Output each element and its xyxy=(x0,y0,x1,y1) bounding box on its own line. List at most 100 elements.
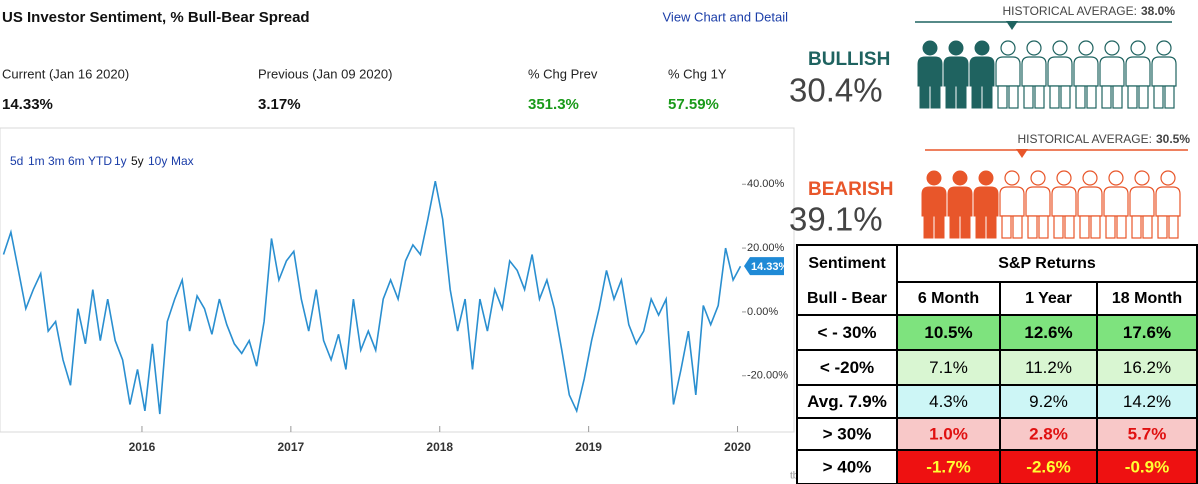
icon-body xyxy=(1099,56,1125,87)
icon-leg xyxy=(960,215,971,239)
icon-head xyxy=(1130,40,1146,56)
icon-leg xyxy=(1101,85,1112,109)
icon-head xyxy=(1134,170,1150,186)
table-cell-text: 4.3% xyxy=(929,392,968,411)
person-icon xyxy=(1155,170,1181,239)
icon-leg xyxy=(971,85,982,109)
icon-leg xyxy=(1038,215,1049,239)
table-cell-text: 17.6% xyxy=(1123,323,1171,342)
detail-link[interactable]: View Chart and Detail xyxy=(663,9,789,24)
person-icon xyxy=(943,40,969,109)
table-cell-text: 16.2% xyxy=(1123,358,1171,377)
stat-label: % Chg 1Y xyxy=(668,66,727,81)
icon-leg xyxy=(1034,85,1045,109)
stat-label: Current (Jan 16 2020) xyxy=(2,66,129,81)
icon-leg xyxy=(1127,85,1138,109)
icon-leg xyxy=(1075,85,1086,109)
icon-leg xyxy=(1079,215,1090,239)
person-icon xyxy=(1077,170,1103,239)
icon-leg xyxy=(934,215,945,239)
icon-head xyxy=(1160,170,1176,186)
icon-leg xyxy=(982,85,993,109)
range-button[interactable]: 5d xyxy=(10,154,23,168)
icon-leg xyxy=(997,85,1008,109)
table-cell xyxy=(796,314,898,351)
table-cell-text: 14.2% xyxy=(1123,392,1171,411)
icon-leg xyxy=(1157,215,1168,239)
table-cell-text: < - 30% xyxy=(817,323,876,342)
stat-value: 14.33% xyxy=(2,96,53,113)
icon-head xyxy=(1004,170,1020,186)
icon-leg xyxy=(1105,215,1116,239)
icon-head xyxy=(948,40,964,56)
table-cell-text: 9.2% xyxy=(1029,392,1068,411)
icon-head xyxy=(1082,170,1098,186)
y-tick-label: 40.00% xyxy=(747,178,785,190)
table-cell-text: Avg. 7.9% xyxy=(807,392,887,411)
icon-leg xyxy=(945,85,956,109)
icon-leg xyxy=(1012,215,1023,239)
stat-value: 3.17% xyxy=(258,96,301,113)
sentiment-value: 30.4% xyxy=(789,72,883,109)
icon-head xyxy=(1078,40,1094,56)
icon-head xyxy=(974,40,990,56)
table-cell xyxy=(999,449,1098,484)
person-icon xyxy=(1099,40,1125,109)
stat-label: Previous (Jan 09 2020) xyxy=(258,66,392,81)
sentiment-label: BEARISH xyxy=(808,179,894,200)
icon-leg xyxy=(1086,85,1097,109)
range-button[interactable]: 1m xyxy=(28,154,45,168)
icon-head xyxy=(952,170,968,186)
average-value: 30.5% xyxy=(1156,132,1190,146)
table-cell-text: > 40% xyxy=(823,457,872,476)
person-icon xyxy=(1129,170,1155,239)
table-cell xyxy=(896,349,1001,386)
table-header: S&P Returns xyxy=(998,255,1096,272)
icon-body xyxy=(973,186,999,217)
y-tick-label: 0.00% xyxy=(747,306,778,318)
person-icon xyxy=(1021,40,1047,109)
icon-leg xyxy=(930,85,941,109)
x-tick-label: 2020 xyxy=(724,440,751,454)
table-cell xyxy=(999,314,1098,351)
icon-head xyxy=(926,170,942,186)
icon-body xyxy=(1125,56,1151,87)
icon-body xyxy=(1047,56,1073,87)
icon-leg xyxy=(1164,85,1175,109)
table-cell-text: 7.1% xyxy=(929,358,968,377)
table-header-cell xyxy=(896,244,1198,283)
icon-leg xyxy=(975,215,986,239)
table-cell-text: -0.9% xyxy=(1125,457,1169,476)
y-tick-label: 20.00% xyxy=(747,242,785,254)
icon-head xyxy=(1108,170,1124,186)
table-cell-text: 5.7% xyxy=(1128,424,1167,443)
icon-body xyxy=(969,56,995,87)
icon-leg xyxy=(1023,85,1034,109)
range-button[interactable]: 10y xyxy=(148,154,167,168)
stat-value: 351.3% xyxy=(528,96,579,113)
title: US Investor Sentiment, % Bull-Bear Sprea… xyxy=(2,9,310,26)
table-cell-text: 2.8% xyxy=(1029,424,1068,443)
range-button[interactable]: Max xyxy=(171,154,194,168)
icon-head xyxy=(1030,170,1046,186)
range-button[interactable]: 1y xyxy=(114,154,127,168)
table-cell-text: 1.0% xyxy=(929,424,968,443)
icon-body xyxy=(1025,186,1051,217)
table-cell-text: > 30% xyxy=(823,424,872,443)
value-tag xyxy=(744,257,784,276)
icon-leg xyxy=(986,215,997,239)
range-button[interactable]: YTD xyxy=(88,154,112,168)
person-icon xyxy=(947,170,973,239)
sentiment-value: 39.1% xyxy=(789,201,883,238)
table-header: Sentiment xyxy=(808,255,886,272)
average-label: HISTORICAL AVERAGE: xyxy=(1002,4,1136,18)
range-button[interactable]: 6m xyxy=(68,154,85,168)
icon-leg xyxy=(1168,215,1179,239)
icon-leg xyxy=(1001,215,1012,239)
range-button[interactable]: 3m xyxy=(48,154,65,168)
range-button[interactable]: 5y xyxy=(131,154,144,168)
table-cell xyxy=(999,349,1098,386)
icon-head xyxy=(978,170,994,186)
table-cell xyxy=(1096,417,1198,451)
icon-leg xyxy=(1116,215,1127,239)
